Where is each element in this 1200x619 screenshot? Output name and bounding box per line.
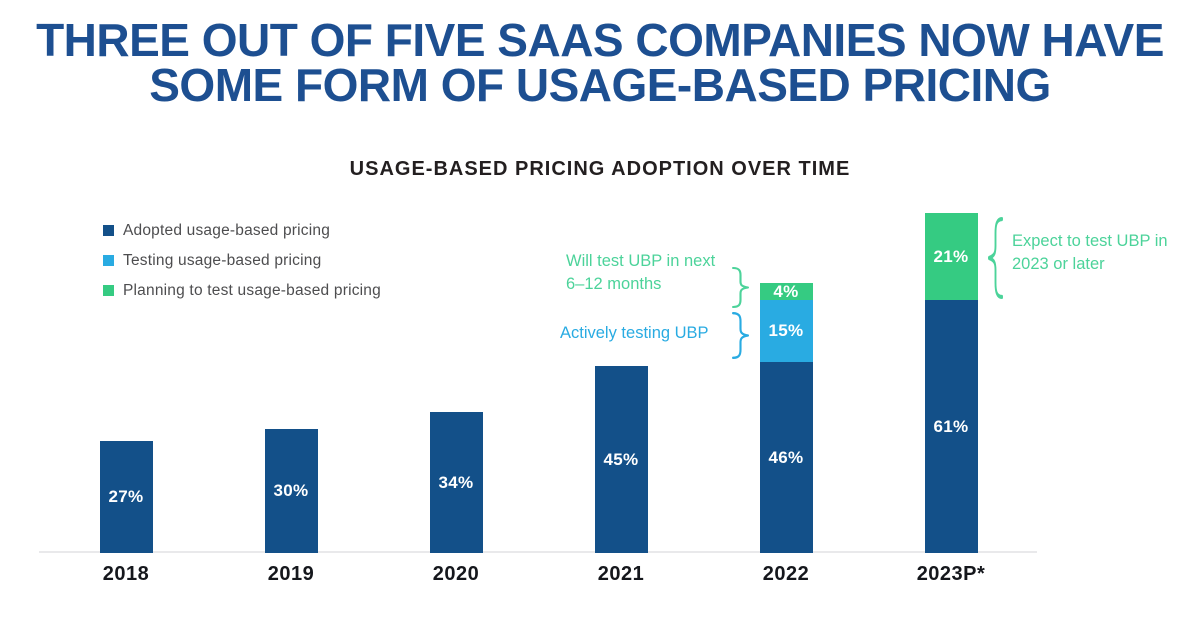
bracket-left-expect-to-test <box>988 217 1003 299</box>
legend-item: Planning to test usage-based pricing <box>103 282 381 299</box>
legend-label: Planning to test usage-based pricing <box>123 281 381 299</box>
bar-segment: 4% <box>759 282 813 302</box>
x-axis-label: 2023P* <box>916 563 986 585</box>
bar-value-label: 46% <box>768 448 804 468</box>
annotation-line: Actively testing UBP <box>560 324 709 342</box>
bar-segment: 15% <box>759 299 813 363</box>
x-axis-label: 2019 <box>267 563 315 585</box>
bar-2021: 45% <box>594 366 648 553</box>
bar-segment: 45% <box>594 366 648 553</box>
annotation-will-test-ubp: Will test UBP in next 6–12 months <box>566 250 715 296</box>
headline-line1: THREE OUT OF FIVE SAAS COMPANIES NOW HAV… <box>36 14 1164 66</box>
annotation-expect-to-test: Expect to test UBP in 2023 or later <box>1012 230 1168 276</box>
bar-2019: 30% <box>264 428 318 553</box>
legend: Adopted usage-based pricing Testing usage… <box>103 222 381 312</box>
legend-label: Adopted usage-based pricing <box>123 221 331 239</box>
x-axis-baseline <box>39 551 1037 553</box>
x-axis-label: 2022 <box>762 563 810 585</box>
legend-swatch-icon <box>103 225 114 236</box>
legend-swatch-icon <box>103 285 114 296</box>
bar-segment: 34% <box>429 411 483 553</box>
annotation-actively-testing: Actively testing UBP <box>560 322 709 345</box>
legend-item: Testing usage-based pricing <box>103 252 381 269</box>
x-axis-label: 2021 <box>597 563 645 585</box>
legend-label: Testing usage-based pricing <box>123 251 322 269</box>
bar-2018: 27% <box>99 440 153 553</box>
bar-value-label: 34% <box>438 472 474 492</box>
annotation-line: 2023 or later <box>1012 255 1105 273</box>
bar-value-label: 61% <box>933 416 969 436</box>
legend-item: Adopted usage-based pricing <box>103 222 381 239</box>
bar-value-label: 27% <box>108 487 144 507</box>
x-axis-label: 2018 <box>102 563 150 585</box>
bar-segment: 30% <box>264 428 318 553</box>
headline-line2: SOME FORM OF USAGE-BASED PRICING <box>149 59 1051 111</box>
x-axis-label: 2020 <box>432 563 480 585</box>
bar-segment: 46% <box>759 362 813 553</box>
bar-value-label: 45% <box>603 450 639 470</box>
annotation-line: 6–12 months <box>566 275 662 293</box>
bar-value-label: 30% <box>273 481 309 501</box>
headline: THREE OUT OF FIVE SAAS COMPANIES NOW HAV… <box>0 17 1200 111</box>
bar-2022: 4% 15% 46% <box>759 282 813 553</box>
bracket-right-actively-testing <box>732 312 749 359</box>
bar-value-label: 15% <box>768 321 804 341</box>
chart-title: USAGE-BASED PRICING ADOPTION OVER TIME <box>349 158 851 180</box>
annotation-line: Expect to test UBP in <box>1012 232 1168 250</box>
bar-2020: 34% <box>429 411 483 553</box>
annotation-line: Will test UBP in next <box>566 252 716 270</box>
bracket-right-will-test <box>732 267 749 308</box>
bar-segment: 61% <box>924 299 978 553</box>
bar-segment: 27% <box>99 440 153 553</box>
legend-swatch-icon <box>103 255 114 266</box>
bar-2023P*: 21% 61% <box>924 212 978 553</box>
bar-segment: 21% <box>924 212 978 300</box>
bar-value-label: 21% <box>933 246 969 266</box>
bar-value-label: 4% <box>773 282 799 302</box>
